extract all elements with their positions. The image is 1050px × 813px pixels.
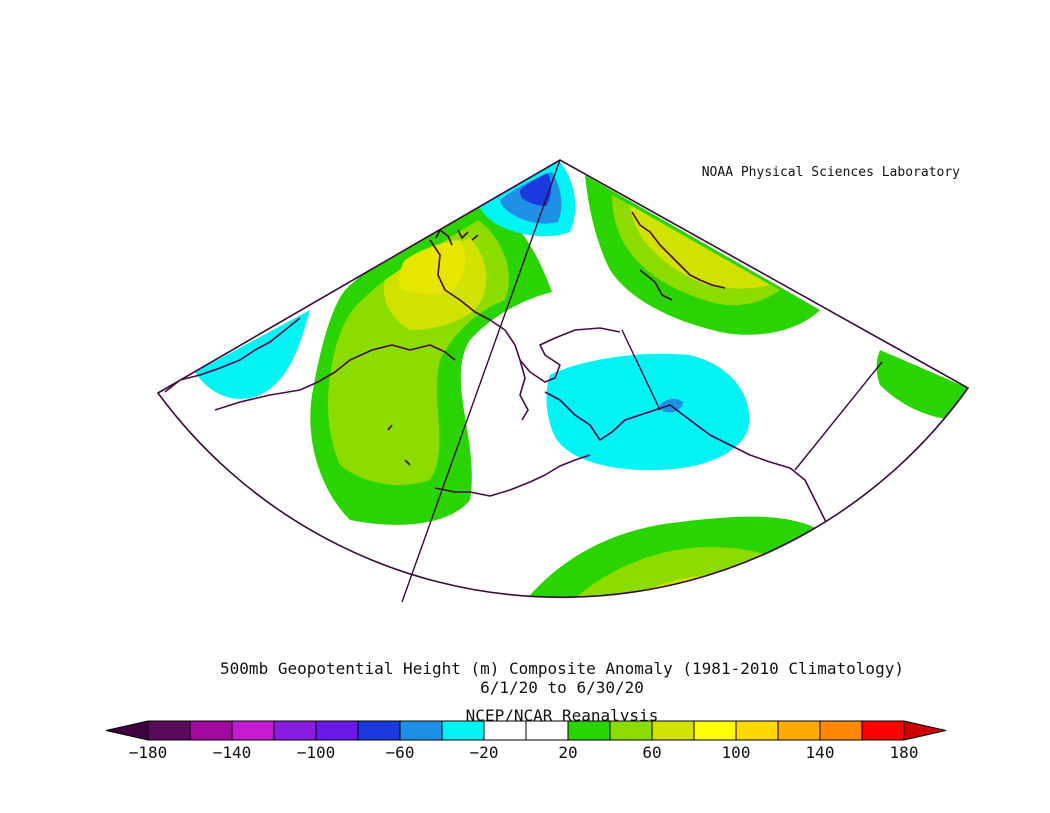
positive-anomaly-region-west-peak [399, 240, 466, 295]
colorbar-swatch [441, 720, 485, 741]
coastline-alaska [544, 391, 833, 541]
colorbar-tick-label: 140 [806, 743, 835, 762]
positive-anomaly-region-east [876, 350, 968, 420]
grid-meridian-west [401, 159, 561, 603]
colorbar-swatch [399, 720, 443, 741]
colorbar-swatch [357, 720, 401, 741]
coastline-islands [387, 229, 479, 466]
map-grid [401, 159, 883, 603]
colorbar-swatch [567, 720, 611, 741]
colorbar-swatch [777, 720, 821, 741]
figure-title: 500mb Geopotential Height (m) Composite … [220, 659, 904, 678]
positive-anomaly-region-north-core [630, 205, 770, 289]
coastline-aleutians [434, 454, 591, 497]
colorbar-over-arrow [903, 720, 947, 741]
colorbar-swatch [231, 720, 275, 741]
map-sector-outline [156, 159, 970, 599]
positive-anomaly-region-south-peak [610, 592, 748, 598]
colorbar-under-arrow [105, 720, 149, 741]
coastline-greenland [631, 211, 726, 301]
coastline-chukotka [519, 327, 621, 383]
grid-meridian-east [621, 329, 661, 411]
negative-anomaly-region-north-core [520, 173, 552, 206]
figure-date-range: 6/1/20 to 6/30/20 [480, 678, 644, 697]
colorbar-swatch [693, 720, 737, 741]
colorbar-swatch [189, 720, 233, 741]
colorbar-swatch [483, 720, 527, 741]
color-scale-bar: −180 −140 −100 −60 −20 20 60 100 140 180 [105, 720, 947, 762]
colorbar-swatch [861, 720, 905, 741]
colorbar-tick-label: 100 [722, 743, 751, 762]
colorbar-swatch [609, 720, 653, 741]
colorbar-tick-label: −60 [386, 743, 415, 762]
coastline-taymyr [429, 239, 529, 421]
colorbar-tick-label: −20 [470, 743, 499, 762]
colorbar-swatch [315, 720, 359, 741]
colorbar-tick-label: −180 [129, 743, 168, 762]
colorbar-tick-label: 60 [642, 743, 661, 762]
credit-label: NOAA Physical Sciences Laboratory [702, 165, 960, 180]
grid-meridian-far-east [794, 361, 883, 471]
colorbar-tick-label: −100 [297, 743, 336, 762]
colorbar-swatch [273, 720, 317, 741]
colorbar-tick-label: −140 [213, 743, 252, 762]
colorbar-swatch [651, 720, 695, 741]
figure-dataset: NCEP/NCAR Reanalysis [466, 706, 659, 725]
colorbar-swatch [147, 720, 191, 741]
colorbar-swatch [735, 720, 779, 741]
colorbar-tick-label: 180 [890, 743, 919, 762]
colorbar-tick-label: 20 [558, 743, 577, 762]
map-panel [156, 159, 970, 603]
coastlines [164, 211, 833, 541]
colorbar-swatch [819, 720, 863, 741]
colorbar-swatch [525, 720, 569, 741]
coastline-siberia [164, 317, 456, 411]
